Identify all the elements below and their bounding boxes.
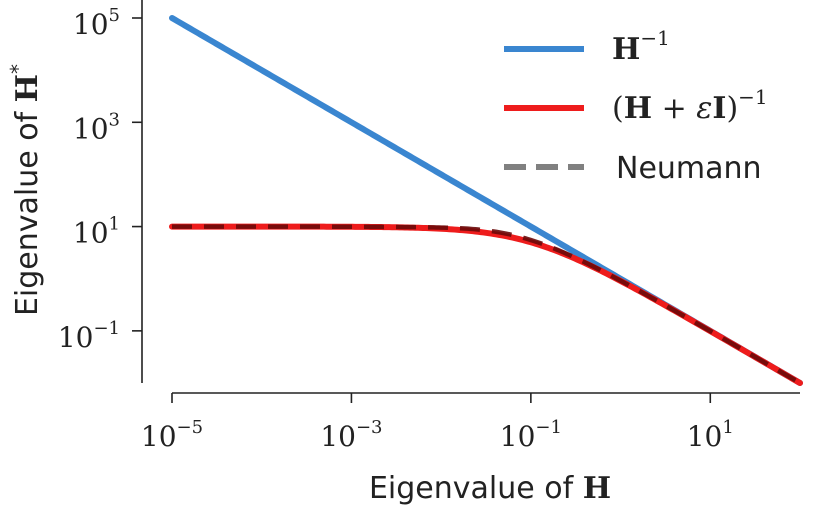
y-axis-label: Eigenvalue of H* — [6, 64, 45, 316]
ticks: 10−5 10−3 10−1 101 105 103 101 10−1 — [58, 5, 734, 453]
legend: H−1 (H + εI)−1 Neumann — [504, 26, 768, 186]
series-line-regularized — [169, 223, 803, 387]
legend-label-inverse: H−1 — [612, 26, 670, 67]
legend-label-regularized: (H + εI)−1 — [612, 85, 768, 126]
y-tick-label: 103 — [73, 109, 120, 145]
series-line-neumann — [172, 224, 802, 385]
axes — [141, 0, 800, 394]
legend-label-neumann: Neumann — [616, 151, 762, 186]
series-lines — [169, 15, 803, 387]
y-tick-label: 10−1 — [58, 318, 120, 354]
x-tick-label: 10−1 — [500, 417, 562, 453]
x-tick-label: 10−5 — [141, 417, 203, 453]
y-tick-label: 105 — [73, 5, 120, 41]
x-axis-label: Eigenvalue of H — [369, 471, 611, 506]
y-tick-label: 101 — [73, 214, 120, 250]
x-tick-label: 10−3 — [320, 417, 382, 453]
x-tick-label: 101 — [687, 417, 734, 453]
